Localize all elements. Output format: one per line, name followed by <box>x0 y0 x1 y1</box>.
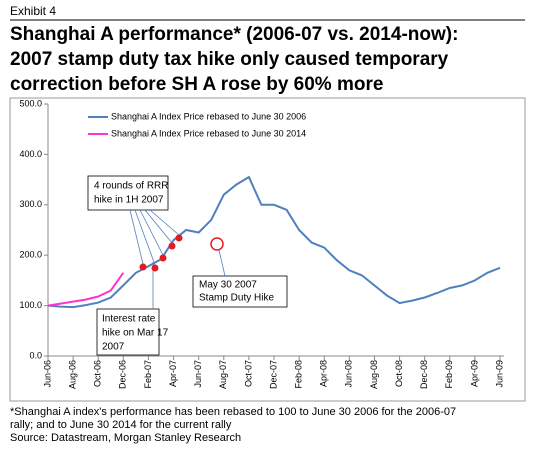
x-tick-label: Dec-06 <box>118 360 128 389</box>
annotation: May 30 2007 <box>199 280 257 291</box>
annotation: hike on Mar 17 <box>102 328 169 339</box>
exhibit-label: Exhibit 4 <box>10 4 56 18</box>
x-tick-label: Feb-08 <box>293 360 303 389</box>
x-tick-label: Jun-06 <box>42 360 52 388</box>
arrow <box>218 249 226 277</box>
event-circle <box>210 237 224 251</box>
plot-area: 0.0 100.0 200.0 300.0 400.0 500.0 Jun-06 Aug-06… <box>19 98 504 389</box>
event-dot <box>151 264 159 272</box>
y-tick-label: 0.0 <box>29 350 42 360</box>
source: Source: Datastream, Morgan Stanley Resea… <box>10 432 241 444</box>
arrow <box>129 209 144 265</box>
x-tick-label: Jun-09 <box>494 360 504 388</box>
x-tick-label: Dec-07 <box>268 360 278 389</box>
annotation: 4 rounds of RRR <box>94 181 168 192</box>
footnote: rally; and to June 30 2014 for the curre… <box>10 419 232 431</box>
annotation: 2007 <box>102 342 125 353</box>
x-tick-label: Jun-08 <box>344 360 354 388</box>
event-dot <box>168 242 176 250</box>
x-tick-label: Apr-07 <box>168 360 178 387</box>
chart-title: correction before SH A rose by 60% more <box>10 74 383 95</box>
annotation: Interest rate <box>102 314 156 325</box>
annotation: hike in 1H 2007 <box>94 195 164 206</box>
event-dot <box>139 263 147 271</box>
annotation-box <box>87 175 169 211</box>
x-tick-label: Aug-06 <box>67 360 77 389</box>
y-tick-label: 200.0 <box>19 250 42 260</box>
y-tick-label: 400.0 <box>19 149 42 159</box>
legend-label: Shanghai A Index Price rebased to June 3… <box>111 111 306 121</box>
event-dot <box>159 254 167 262</box>
x-tick-label: Aug-08 <box>369 360 379 389</box>
chart-title: Shanghai A performance* (2006-07 vs. 201… <box>10 24 458 45</box>
x-tick-label: Apr-09 <box>469 360 479 387</box>
event-dot <box>175 234 183 242</box>
x-tick-label: Feb-09 <box>444 360 454 389</box>
chart-frame <box>9 97 526 402</box>
annotation-box <box>96 308 160 356</box>
arrow <box>144 209 173 244</box>
x-tick-label: Dec-08 <box>419 360 429 389</box>
annotation-box <box>192 275 288 308</box>
x-tick-label: Oct-06 <box>93 360 103 387</box>
x-tick-label: Oct-08 <box>394 360 404 387</box>
arrow <box>139 209 164 256</box>
series-line <box>47 175 501 309</box>
footnote: *Shanghai A index's performance has been… <box>10 406 456 418</box>
y-tick-label: 300.0 <box>19 199 42 209</box>
arrow <box>134 209 156 266</box>
chart-title: 2007 stamp duty tax hike only caused tem… <box>10 49 449 70</box>
x-tick-label: Apr-08 <box>319 360 329 387</box>
y-tick-label: 100.0 <box>19 300 42 310</box>
series-line <box>47 272 125 307</box>
x-tick-label: Feb-07 <box>143 360 153 389</box>
annotation-shapes <box>87 175 288 356</box>
annotation: Stamp Duty Hike <box>199 293 274 304</box>
arrow <box>149 209 180 236</box>
y-tick-label: 500.0 <box>19 98 42 108</box>
legend-label: Shanghai A Index Price rebased to June 3… <box>111 128 306 138</box>
x-tick-label: Jun-07 <box>193 360 203 388</box>
event-markers <box>139 234 224 272</box>
x-tick-label: Oct-07 <box>243 360 253 387</box>
x-tick-label: Aug-07 <box>218 360 228 389</box>
